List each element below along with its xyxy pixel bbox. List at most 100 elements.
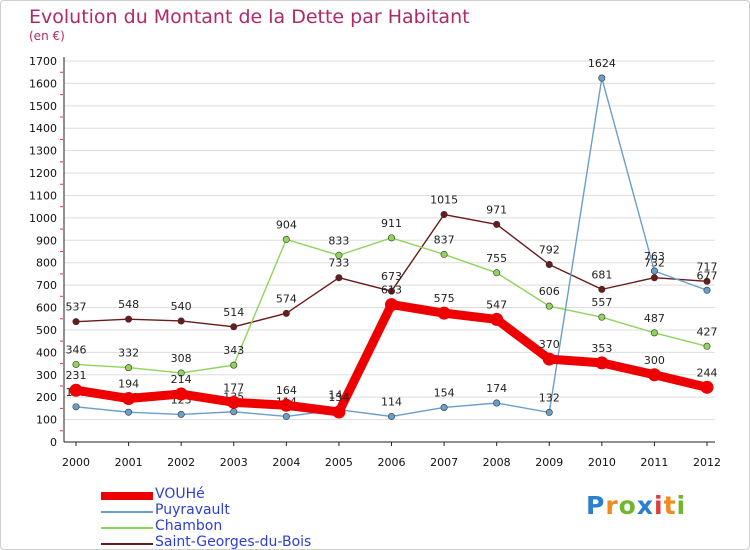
logo-letter: i [654,491,664,520]
data-point [493,399,501,407]
data-label: 164 [276,384,297,397]
data-point [440,250,448,258]
data-point [545,408,553,416]
data-label: 353 [591,342,612,355]
data-point [598,313,606,321]
data-label: 114 [381,395,402,408]
data-point [177,317,185,325]
data-label: 231 [66,369,87,382]
data-label: 606 [539,285,560,298]
y-tick-label: 1300 [29,145,57,158]
proxiti-logo: Proxiti [586,491,686,520]
x-tick-label: 2000 [62,456,90,469]
data-label: 755 [486,252,507,265]
data-label: 537 [66,301,87,314]
legend-swatch [101,543,153,545]
data-point [125,408,133,416]
data-point [282,235,290,243]
data-label: 132 [539,391,560,404]
data-point [230,361,238,369]
x-tick-label: 2009 [535,456,563,469]
data-point [335,251,343,259]
data-label: 134 [328,391,349,404]
legend-label: Saint-Georges-du-Bois [155,534,312,550]
data-label: 717 [697,260,718,273]
data-label: 194 [118,378,139,391]
data-label: 548 [118,298,139,311]
y-tick-label: 800 [36,257,57,270]
data-label: 574 [276,292,297,305]
data-label: 427 [697,325,718,338]
logo-letter: t [663,491,677,520]
data-label: 911 [381,217,402,230]
data-point [650,267,658,275]
data-point [227,395,241,409]
data-label: 214 [171,373,192,386]
data-point [125,364,133,372]
x-tick-label: 2010 [588,456,616,469]
data-point [174,387,188,401]
data-label: 540 [171,300,192,313]
data-point [230,323,238,331]
y-tick-label: 400 [36,346,57,359]
y-tick-label: 300 [36,369,57,382]
data-label: 346 [66,343,87,356]
data-label: 487 [644,312,665,325]
data-point [703,342,711,350]
legend-label: VOUHé [155,486,205,502]
logo-letter: x [636,491,654,520]
data-label: 971 [486,203,507,216]
y-tick-label: 1000 [29,212,57,225]
x-tick-label: 2012 [693,456,721,469]
data-point [703,277,711,285]
data-point [282,412,290,420]
data-point [387,234,395,242]
data-label: 904 [276,218,297,231]
data-point [385,298,398,312]
data-label: 300 [644,354,665,367]
data-point [335,274,343,282]
data-label: 332 [118,347,139,360]
data-point [703,286,711,294]
data-label: 681 [591,268,612,281]
x-tick-label: 2001 [115,456,143,469]
logo-letter: o [618,491,637,520]
data-label: 833 [328,234,349,247]
x-tick-label: 2008 [483,456,511,469]
x-tick-label: 2006 [378,456,406,469]
legend-swatch [101,511,153,513]
data-point [69,383,83,397]
y-tick-label: 200 [36,391,57,404]
data-label: 514 [223,306,244,319]
data-label: 837 [434,233,455,246]
data-point [490,312,504,326]
data-point [545,260,553,268]
data-point [650,329,658,337]
x-tick-label: 2002 [167,456,195,469]
data-point [545,302,553,310]
data-label: 174 [486,382,507,395]
chart-title: Evolution du Montant de la Dette par Hab… [29,6,470,28]
data-label: 1624 [588,57,616,70]
data-label: 1015 [430,194,458,207]
y-tick-label: 700 [36,279,57,292]
logo-letter: i [676,491,687,520]
data-point [542,352,556,366]
data-point [595,356,609,370]
data-point [440,211,448,219]
data-label: 613 [381,284,402,297]
y-tick-label: 500 [36,324,57,337]
y-tick-label: 1500 [29,100,57,113]
data-label: 677 [697,269,718,282]
data-point [598,74,606,82]
data-point [598,285,606,293]
x-tick-label: 2011 [640,456,668,469]
x-tick-label: 2005 [325,456,353,469]
data-label: 308 [171,352,192,365]
x-tick-label: 2004 [272,456,300,469]
y-tick-label: 1200 [29,167,57,180]
data-point [72,360,80,368]
data-point [700,380,714,394]
legend-label: Puyravault [155,502,230,518]
